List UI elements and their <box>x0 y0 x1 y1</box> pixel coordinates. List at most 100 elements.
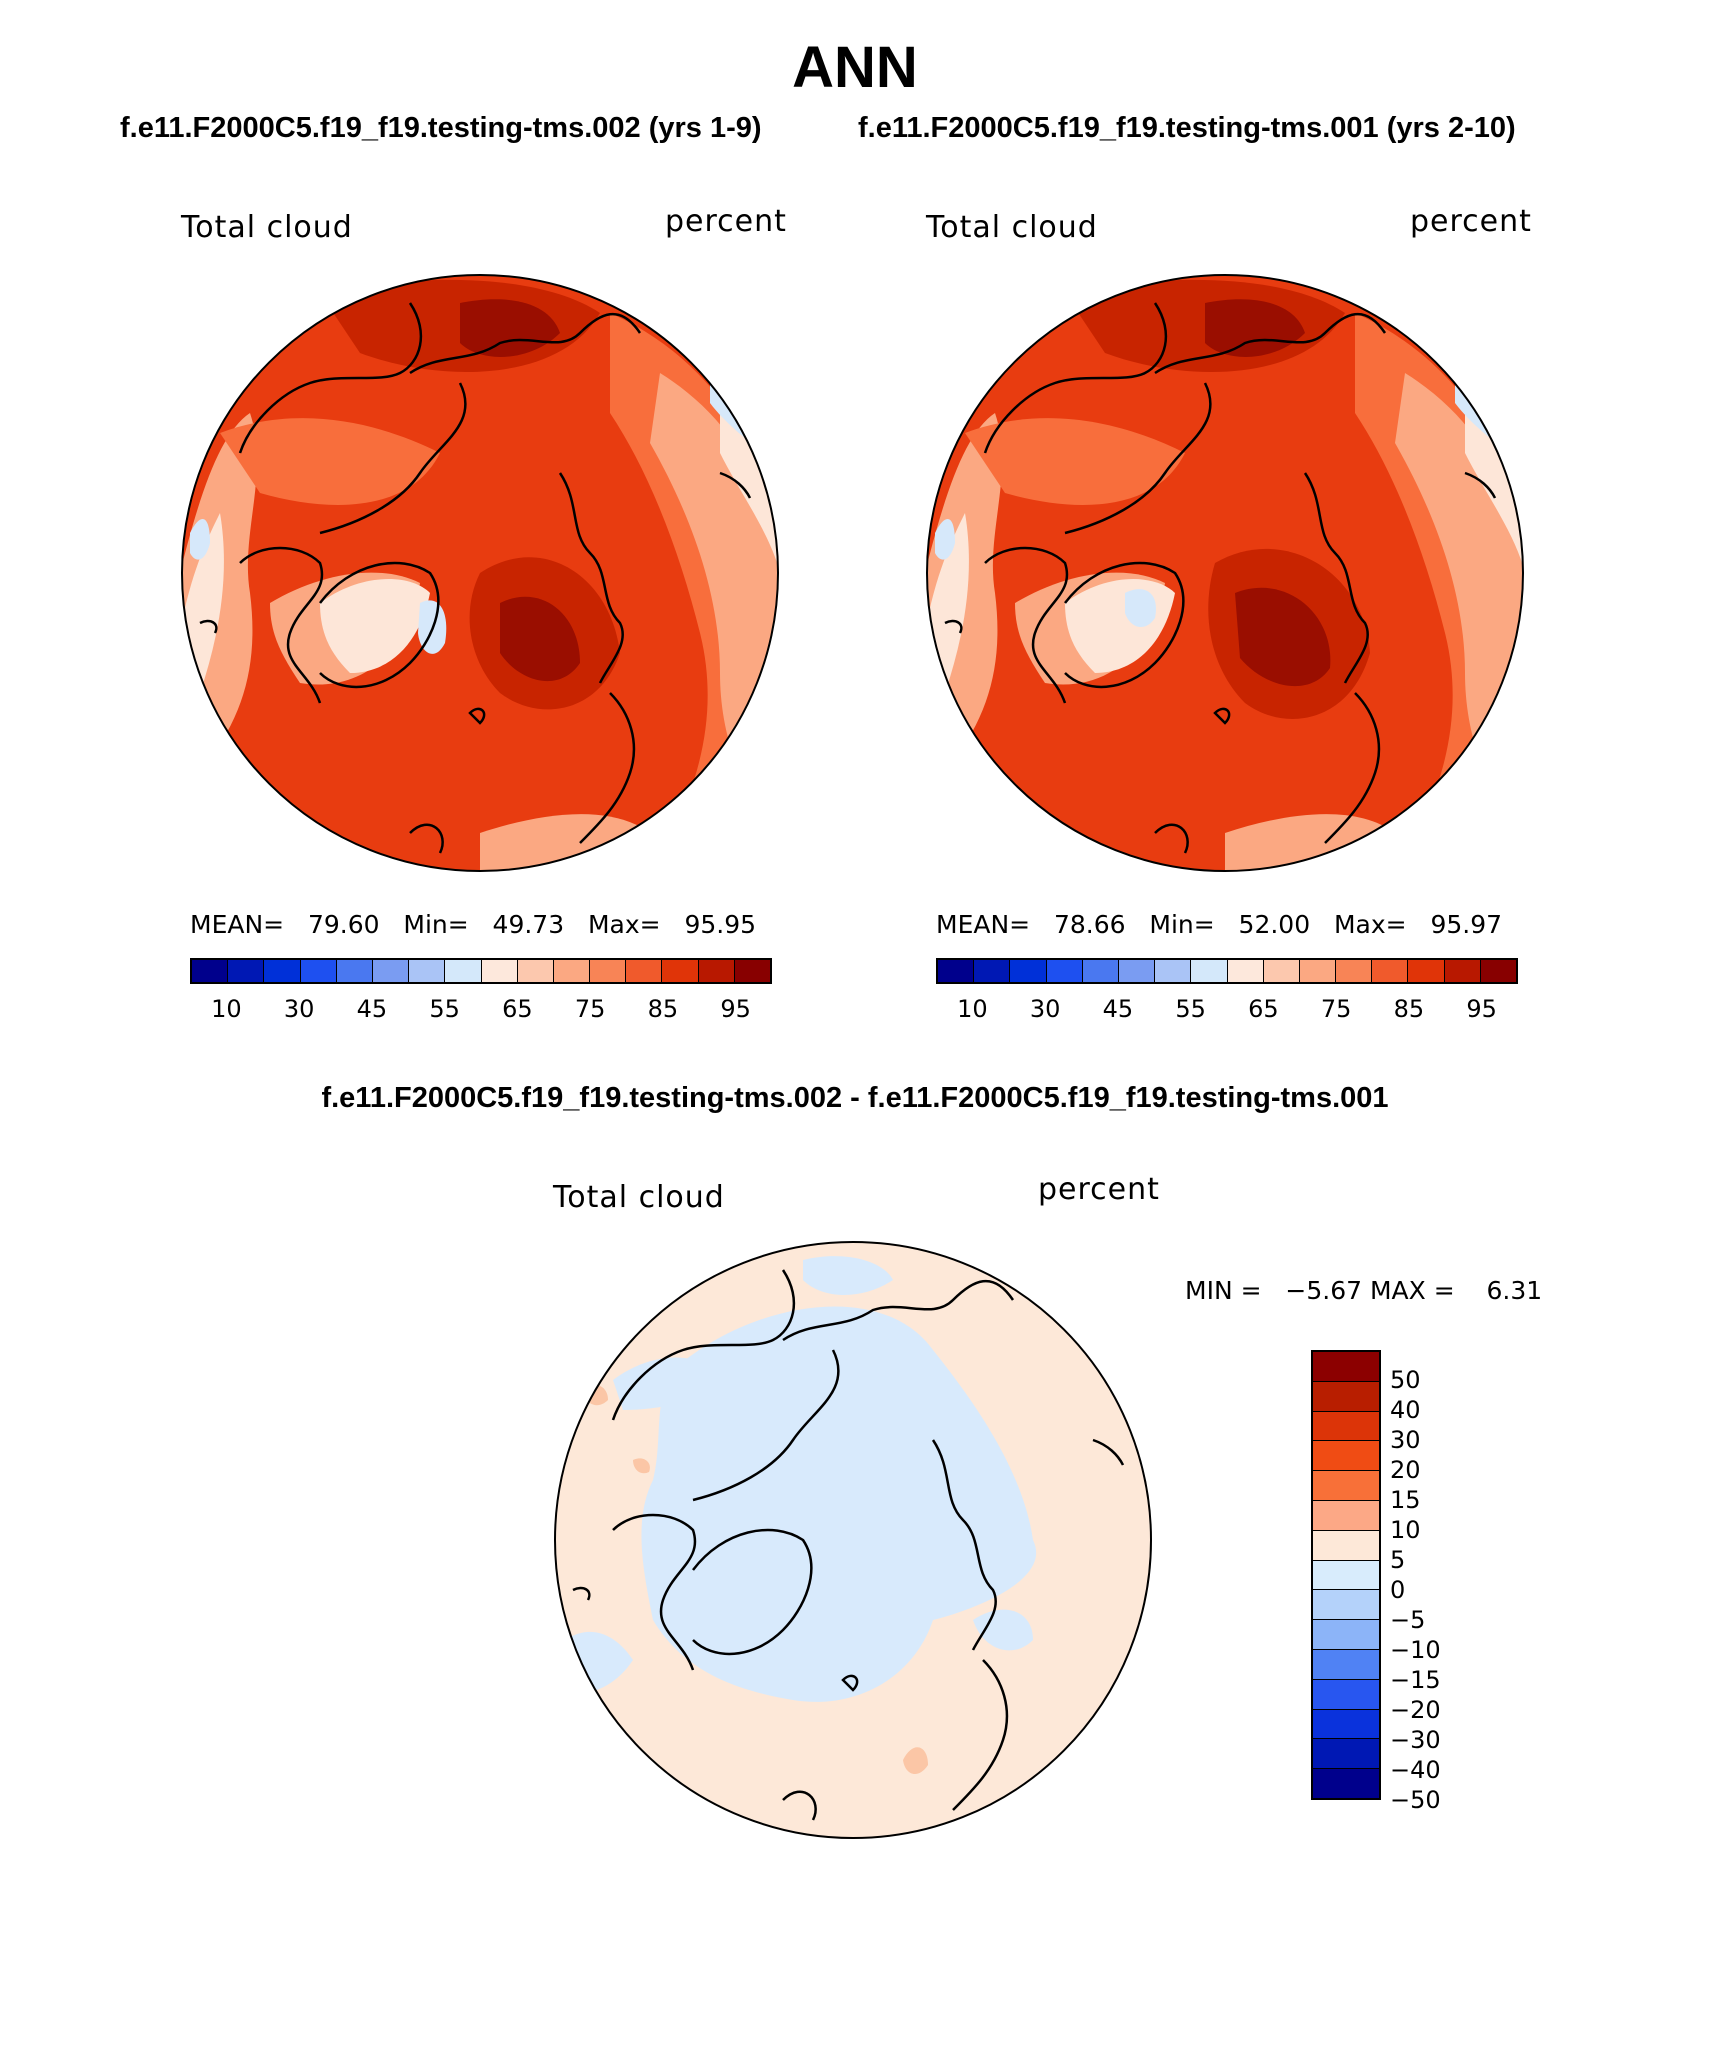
panel1-stats: MEAN= 79.60 Min= 49.73 Max= 95.95 <box>190 910 756 939</box>
panel3-colorbar-tick-label: 30 <box>1390 1426 1421 1454</box>
panel1-colorbar-swatch <box>192 960 229 982</box>
panel2-max-label: Max= <box>1333 910 1407 939</box>
panel3-min-label: MIN = <box>1185 1276 1262 1305</box>
panel2-colorbar-swatch <box>1299 960 1337 982</box>
panel3-colorbar-tick-label: −30 <box>1390 1726 1441 1754</box>
panel3-min-value: −5.67 <box>1285 1276 1363 1305</box>
panel2-map-boundary <box>926 274 1524 872</box>
panel2-colorbar-swatch <box>1372 960 1409 982</box>
panel2-min-value: 52.00 <box>1238 910 1311 939</box>
panel1-variable-label: Total cloud <box>181 210 353 245</box>
panel1-colorbar-swatch <box>698 960 735 982</box>
left-case-title: f.e11.F2000C5.f19_f19.testing-tms.002 (y… <box>120 112 762 144</box>
panel3-colorbar-tick-label: −40 <box>1390 1756 1441 1784</box>
panel3-colorbar-tick-label: −15 <box>1390 1666 1441 1694</box>
panel1-colorbar-ticks: 10 30 45 55 65 75 85 95 <box>190 995 772 1025</box>
panel3-colorbar-tick-label: 5 <box>1390 1546 1406 1574</box>
panel3-max-label: MAX = <box>1369 1276 1455 1305</box>
panel2-colorbar-swatch <box>1336 960 1373 982</box>
right-case-title: f.e11.F2000C5.f19_f19.testing-tms.001 (y… <box>858 112 1516 144</box>
panel2-colorbar-swatch <box>1191 960 1228 982</box>
panel2-colorbar-swatch <box>1046 960 1083 982</box>
panel3-colorbar-tick-label: 20 <box>1390 1456 1421 1484</box>
panel1-mean-label: MEAN= <box>190 910 285 939</box>
panel3-colorbar-swatch <box>1313 1560 1379 1591</box>
panel1-colorbar-swatch <box>734 960 770 982</box>
panel1-colorbar-swatch <box>553 960 591 982</box>
panel2-colorbar-tick-label: 85 <box>1393 995 1425 1023</box>
panel1-colorbar-swatch <box>662 960 699 982</box>
panel2-units-label: percent <box>1410 204 1532 239</box>
panel3-colorbar-swatch <box>1313 1649 1379 1680</box>
panel2-colorbar-tick-label: 75 <box>1320 995 1352 1023</box>
figure-title: ANN <box>792 35 918 100</box>
panel3-units-label: percent <box>1038 1172 1160 1207</box>
panel3-colorbar <box>1311 1350 1381 1800</box>
difference-title: f.e11.F2000C5.f19_f19.testing-tms.002 - … <box>321 1082 1389 1114</box>
panel2-mean-value: 78.66 <box>1053 910 1126 939</box>
panel1-max-label: Max= <box>587 910 661 939</box>
panel3-difference-field <box>555 1242 1151 1838</box>
panel3-colorbar-swatch <box>1313 1769 1379 1798</box>
panel1-colorbar-swatch <box>264 960 301 982</box>
panel2-polar-map <box>926 274 1524 872</box>
panel3-colorbar-ticks: 50 40 30 20 15 10 5 0 −5 −10 −15 −20 −30 −40 −50 <box>1390 1350 1490 1814</box>
panel1-colorbar-swatch <box>626 960 663 982</box>
panel3-colorbar-swatch <box>1313 1381 1379 1412</box>
panel2-colorbar-tick-label: 95 <box>1466 995 1497 1023</box>
panel3-colorbar-swatch <box>1313 1500 1379 1531</box>
panel2-colorbar-tick-label: 55 <box>1175 995 1206 1023</box>
panel3-colorbar-swatch <box>1313 1441 1379 1472</box>
panel1-units-label: percent <box>665 204 787 239</box>
panel3-colorbar-swatch <box>1313 1411 1379 1442</box>
panel1-colorbar-swatch <box>590 960 627 982</box>
panel1-colorbar-tick-label: 55 <box>429 995 460 1023</box>
panel3-colorbar-swatch <box>1313 1679 1379 1710</box>
panel1-mean-value: 79.60 <box>307 910 380 939</box>
panel3-colorbar-tick-label: 15 <box>1390 1486 1421 1514</box>
panel3-colorbar-tick-label: 10 <box>1390 1516 1421 1544</box>
panel2-min-label: Min= <box>1149 910 1215 939</box>
panel1-colorbar-tick-label: 10 <box>211 995 242 1023</box>
panel2-colorbar-swatch <box>974 960 1011 982</box>
panel2-colorbar-swatch <box>1444 960 1481 982</box>
panel3-map-boundary <box>554 1241 1152 1839</box>
panel3-colorbar-tick-label: −5 <box>1390 1606 1426 1634</box>
panel3-colorbar-swatch <box>1313 1709 1379 1740</box>
panel3-variable-label: Total cloud <box>553 1180 725 1215</box>
panel2-cloud-field <box>927 275 1523 871</box>
panel2-colorbar-tick-label: 10 <box>957 995 988 1023</box>
panel2-variable-label: Total cloud <box>926 210 1098 245</box>
panel3-colorbar-swatch <box>1313 1352 1379 1382</box>
panel3-max-value: 6.31 <box>1486 1276 1543 1305</box>
panel2-colorbar-swatch <box>1408 960 1445 982</box>
panel1-colorbar-tick-label: 30 <box>283 995 315 1023</box>
panel1-cloud-field <box>182 275 778 871</box>
panel2-colorbar-swatch <box>1010 960 1047 982</box>
panel3-stats: MIN = −5.67 MAX = 6.31 <box>1185 1276 1542 1305</box>
panel3-colorbar-tick-label: 0 <box>1390 1576 1406 1604</box>
panel1-colorbar-swatch <box>300 960 337 982</box>
panel3-colorbar-swatch <box>1313 1530 1379 1561</box>
panel1-colorbar-swatch <box>481 960 518 982</box>
panel1-colorbar-tick-label: 45 <box>356 995 388 1023</box>
panel2-colorbar-swatch <box>1155 960 1192 982</box>
panel2-colorbar-ticks: 10 30 45 55 65 75 85 95 <box>936 995 1518 1025</box>
panel2-colorbar-swatch <box>1082 960 1119 982</box>
panel2-colorbar-tick-label: 30 <box>1029 995 1061 1023</box>
panel3-colorbar-tick-label: 40 <box>1390 1396 1421 1424</box>
panel1-polar-map <box>181 274 779 872</box>
panel1-colorbar-swatch <box>228 960 265 982</box>
panel3-colorbar-tick-label: −10 <box>1390 1636 1441 1664</box>
panel3-colorbar-tick-label: 50 <box>1390 1366 1421 1394</box>
panel3-colorbar-tick-label: −50 <box>1390 1786 1441 1814</box>
panel1-min-value: 49.73 <box>492 910 565 939</box>
panel2-colorbar-swatch <box>1263 960 1300 982</box>
panel1-max-value: 95.95 <box>684 910 757 939</box>
panel3-polar-map <box>554 1241 1152 1839</box>
panel2-coastlines <box>944 302 1497 854</box>
panel1-colorbar-tick-label: 95 <box>720 995 751 1023</box>
panel3-colorbar-swatch <box>1313 1471 1379 1501</box>
panel3-colorbar-swatch <box>1313 1590 1379 1621</box>
panel2-colorbar-swatch <box>1480 960 1516 982</box>
